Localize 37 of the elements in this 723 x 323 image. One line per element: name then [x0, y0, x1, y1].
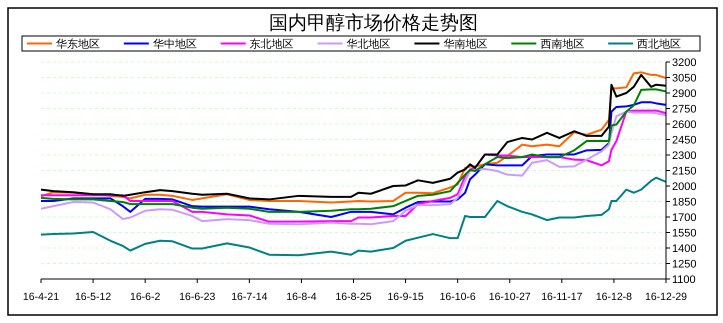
x-tick-label: 16-12-29: [644, 291, 688, 303]
legend-label: 东北地区: [250, 38, 294, 50]
legend-label: 华北地区: [346, 38, 391, 50]
y-tick-label: 3050: [672, 72, 696, 84]
x-tick-label: 16-9-15: [387, 291, 424, 303]
y-tick-label: 1100: [672, 274, 696, 286]
x-tick-label: 16-8-4: [286, 291, 317, 303]
x-tick-label: 16-10-6: [440, 291, 476, 303]
legend-label: 华东地区: [56, 38, 100, 50]
y-tick-label: 1550: [672, 228, 696, 240]
x-tick-label: 16-11-17: [541, 291, 583, 303]
y-tick-label: 2300: [672, 150, 696, 162]
y-tick-label: 2900: [672, 88, 696, 100]
y-tick-label: 2450: [672, 134, 696, 146]
y-tick-label: 2750: [672, 104, 696, 116]
legend-label: 华南地区: [443, 38, 488, 50]
y-tick-label: 3200: [672, 57, 696, 69]
chart-title: 国内甲醇市场价格走势图: [269, 12, 478, 34]
y-tick-label: 1700: [672, 212, 696, 224]
line-series: [40, 176, 667, 256]
x-tick-label: 16-8-25: [335, 291, 372, 303]
legend-label: 华中地区: [152, 38, 197, 50]
x-tick-label: 16-12-8: [596, 291, 632, 303]
y-tick-label: 2600: [672, 119, 696, 131]
x-tick-label: 16-4-21: [22, 291, 60, 303]
y-tick-label: 2000: [672, 181, 696, 193]
y-tick-label: 1400: [672, 243, 696, 255]
x-tick-label: 16-10-27: [488, 291, 531, 303]
legend-label: 西北地区: [637, 38, 682, 50]
y-tick-label: 2150: [672, 166, 696, 178]
x-tick-label: 16-5-12: [74, 291, 112, 303]
x-tick-label: 16-7-14: [231, 291, 268, 303]
y-tick-label: 1250: [672, 258, 696, 270]
x-tick-label: 16-6-2: [130, 291, 160, 303]
legend-label: 西南地区: [540, 38, 584, 50]
y-tick-label: 1850: [672, 196, 696, 208]
x-tick-label: 16-6-23: [179, 291, 216, 303]
